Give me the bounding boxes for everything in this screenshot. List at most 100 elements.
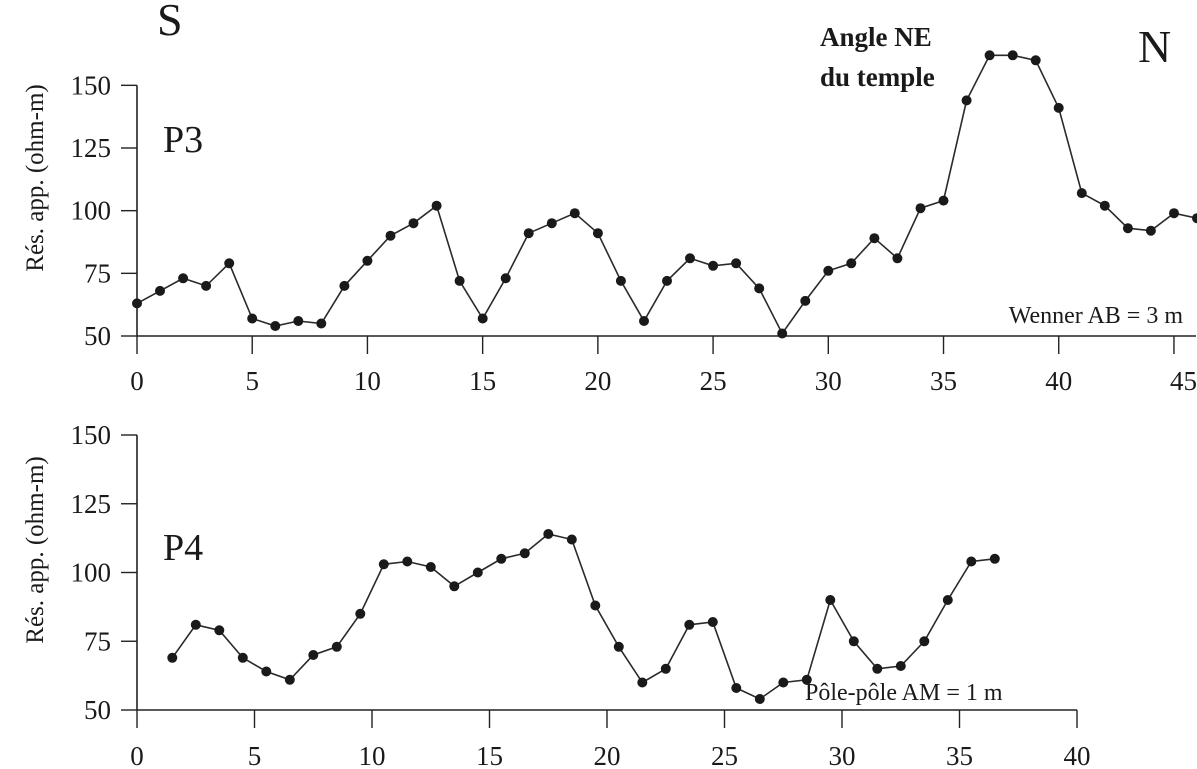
data-point [237, 652, 248, 663]
data-point [961, 95, 972, 106]
data-point [823, 265, 834, 276]
data-point [1007, 50, 1018, 61]
data-point [1145, 225, 1156, 236]
data-point [1053, 102, 1064, 113]
data-point [848, 636, 859, 647]
data-point [639, 316, 649, 326]
data-point [708, 260, 719, 271]
x-tick-label: 5 [245, 366, 259, 396]
x-tick-label: 10 [359, 741, 386, 769]
config-label-pole-pole: Pôle-pôle AM = 1 m [805, 680, 1003, 706]
data-point [777, 328, 788, 339]
x-tick-label: 30 [815, 366, 842, 396]
y-tick-label: 100 [71, 558, 112, 588]
data-point [496, 553, 507, 564]
data-point [872, 663, 883, 674]
data-point [662, 275, 672, 286]
data-point [919, 636, 930, 647]
data-point [592, 228, 603, 239]
data-point [869, 233, 880, 244]
data-point [425, 562, 436, 572]
x-tick-label: 20 [584, 366, 611, 396]
data-point [339, 280, 350, 291]
data-point [449, 581, 460, 592]
x-tick-label: 45 [1170, 366, 1197, 396]
data-point [825, 595, 836, 605]
data-point [431, 200, 442, 211]
data-point [308, 650, 319, 660]
y-tick-label: 50 [84, 321, 111, 351]
x-tick-label: 0 [130, 741, 144, 769]
x-tick-label: 0 [130, 366, 144, 396]
data-point [754, 283, 765, 294]
series-line [136, 54, 1197, 336]
data-point [132, 298, 142, 309]
x-tick-label: 40 [1045, 366, 1072, 396]
data-point [454, 275, 465, 286]
data-point [523, 228, 534, 239]
annotation-line-2: du temple [820, 62, 935, 92]
data-point [201, 280, 212, 291]
data-point [355, 608, 366, 619]
data-point [261, 666, 272, 677]
data-point [1192, 213, 1197, 224]
data-point [1076, 188, 1087, 199]
y-tick-label: 125 [71, 133, 112, 163]
x-tick-label: 5 [248, 741, 262, 769]
data-point [247, 313, 258, 324]
data-point [754, 694, 765, 704]
y-tick-label: 75 [84, 626, 111, 656]
data-point [1122, 223, 1133, 234]
y-tick-label: 50 [84, 695, 111, 725]
y-axis-label: Rés. app. (ohm-m) [22, 456, 49, 643]
x-tick-label: 15 [469, 366, 496, 396]
data-point [895, 661, 906, 671]
x-tick-label: 25 [700, 366, 727, 396]
y-tick-label: 100 [71, 196, 112, 226]
data-point [190, 619, 201, 630]
x-tick-label: 40 [1064, 741, 1091, 769]
data-point [178, 273, 189, 284]
x-tick-label: 35 [946, 741, 973, 769]
y-tick-label: 125 [71, 489, 112, 519]
profile-label-p4: P4 [163, 527, 203, 569]
data-point [472, 567, 483, 578]
profile-label-p3: P3 [163, 119, 203, 161]
data-point [224, 258, 235, 269]
direction-label-south: S [157, 0, 183, 45]
y-tick-label: 150 [71, 70, 112, 100]
data-point [362, 255, 373, 266]
data-point [270, 321, 281, 331]
data-point [284, 674, 295, 685]
data-point [546, 218, 557, 229]
data-point [566, 534, 577, 545]
annotation-line-1: Angle NE [820, 22, 932, 52]
data-point [500, 273, 511, 284]
y-tick-label: 75 [84, 258, 111, 288]
data-point [685, 253, 695, 264]
data-point [155, 285, 165, 296]
direction-label-north: N [1138, 21, 1171, 72]
x-tick-label: 25 [711, 741, 738, 769]
x-tick-label: 15 [476, 741, 503, 769]
data-point [800, 295, 811, 306]
data-point [966, 556, 977, 567]
data-point [543, 529, 554, 539]
config-label-wenner: Wenner AB = 3 m [1009, 303, 1184, 329]
data-point [615, 275, 626, 286]
data-point [989, 553, 1000, 564]
data-point [660, 663, 671, 674]
x-tick-label: 10 [354, 366, 381, 396]
data-point [569, 208, 580, 219]
data-point [637, 677, 648, 688]
chart-p4: P4 Pôle-pôle AM = 1 m Rés. app. (ohm-m) … [22, 420, 1091, 769]
data-point [167, 652, 178, 663]
x-tick-label: 20 [594, 741, 621, 769]
chart-p3: S N P3 Angle NE du temple Wenner AB = 3 … [22, 0, 1197, 396]
data-point [613, 641, 624, 652]
data-point [402, 556, 413, 567]
data-point [731, 683, 742, 693]
data-point [846, 258, 857, 269]
data-point [1030, 55, 1041, 66]
